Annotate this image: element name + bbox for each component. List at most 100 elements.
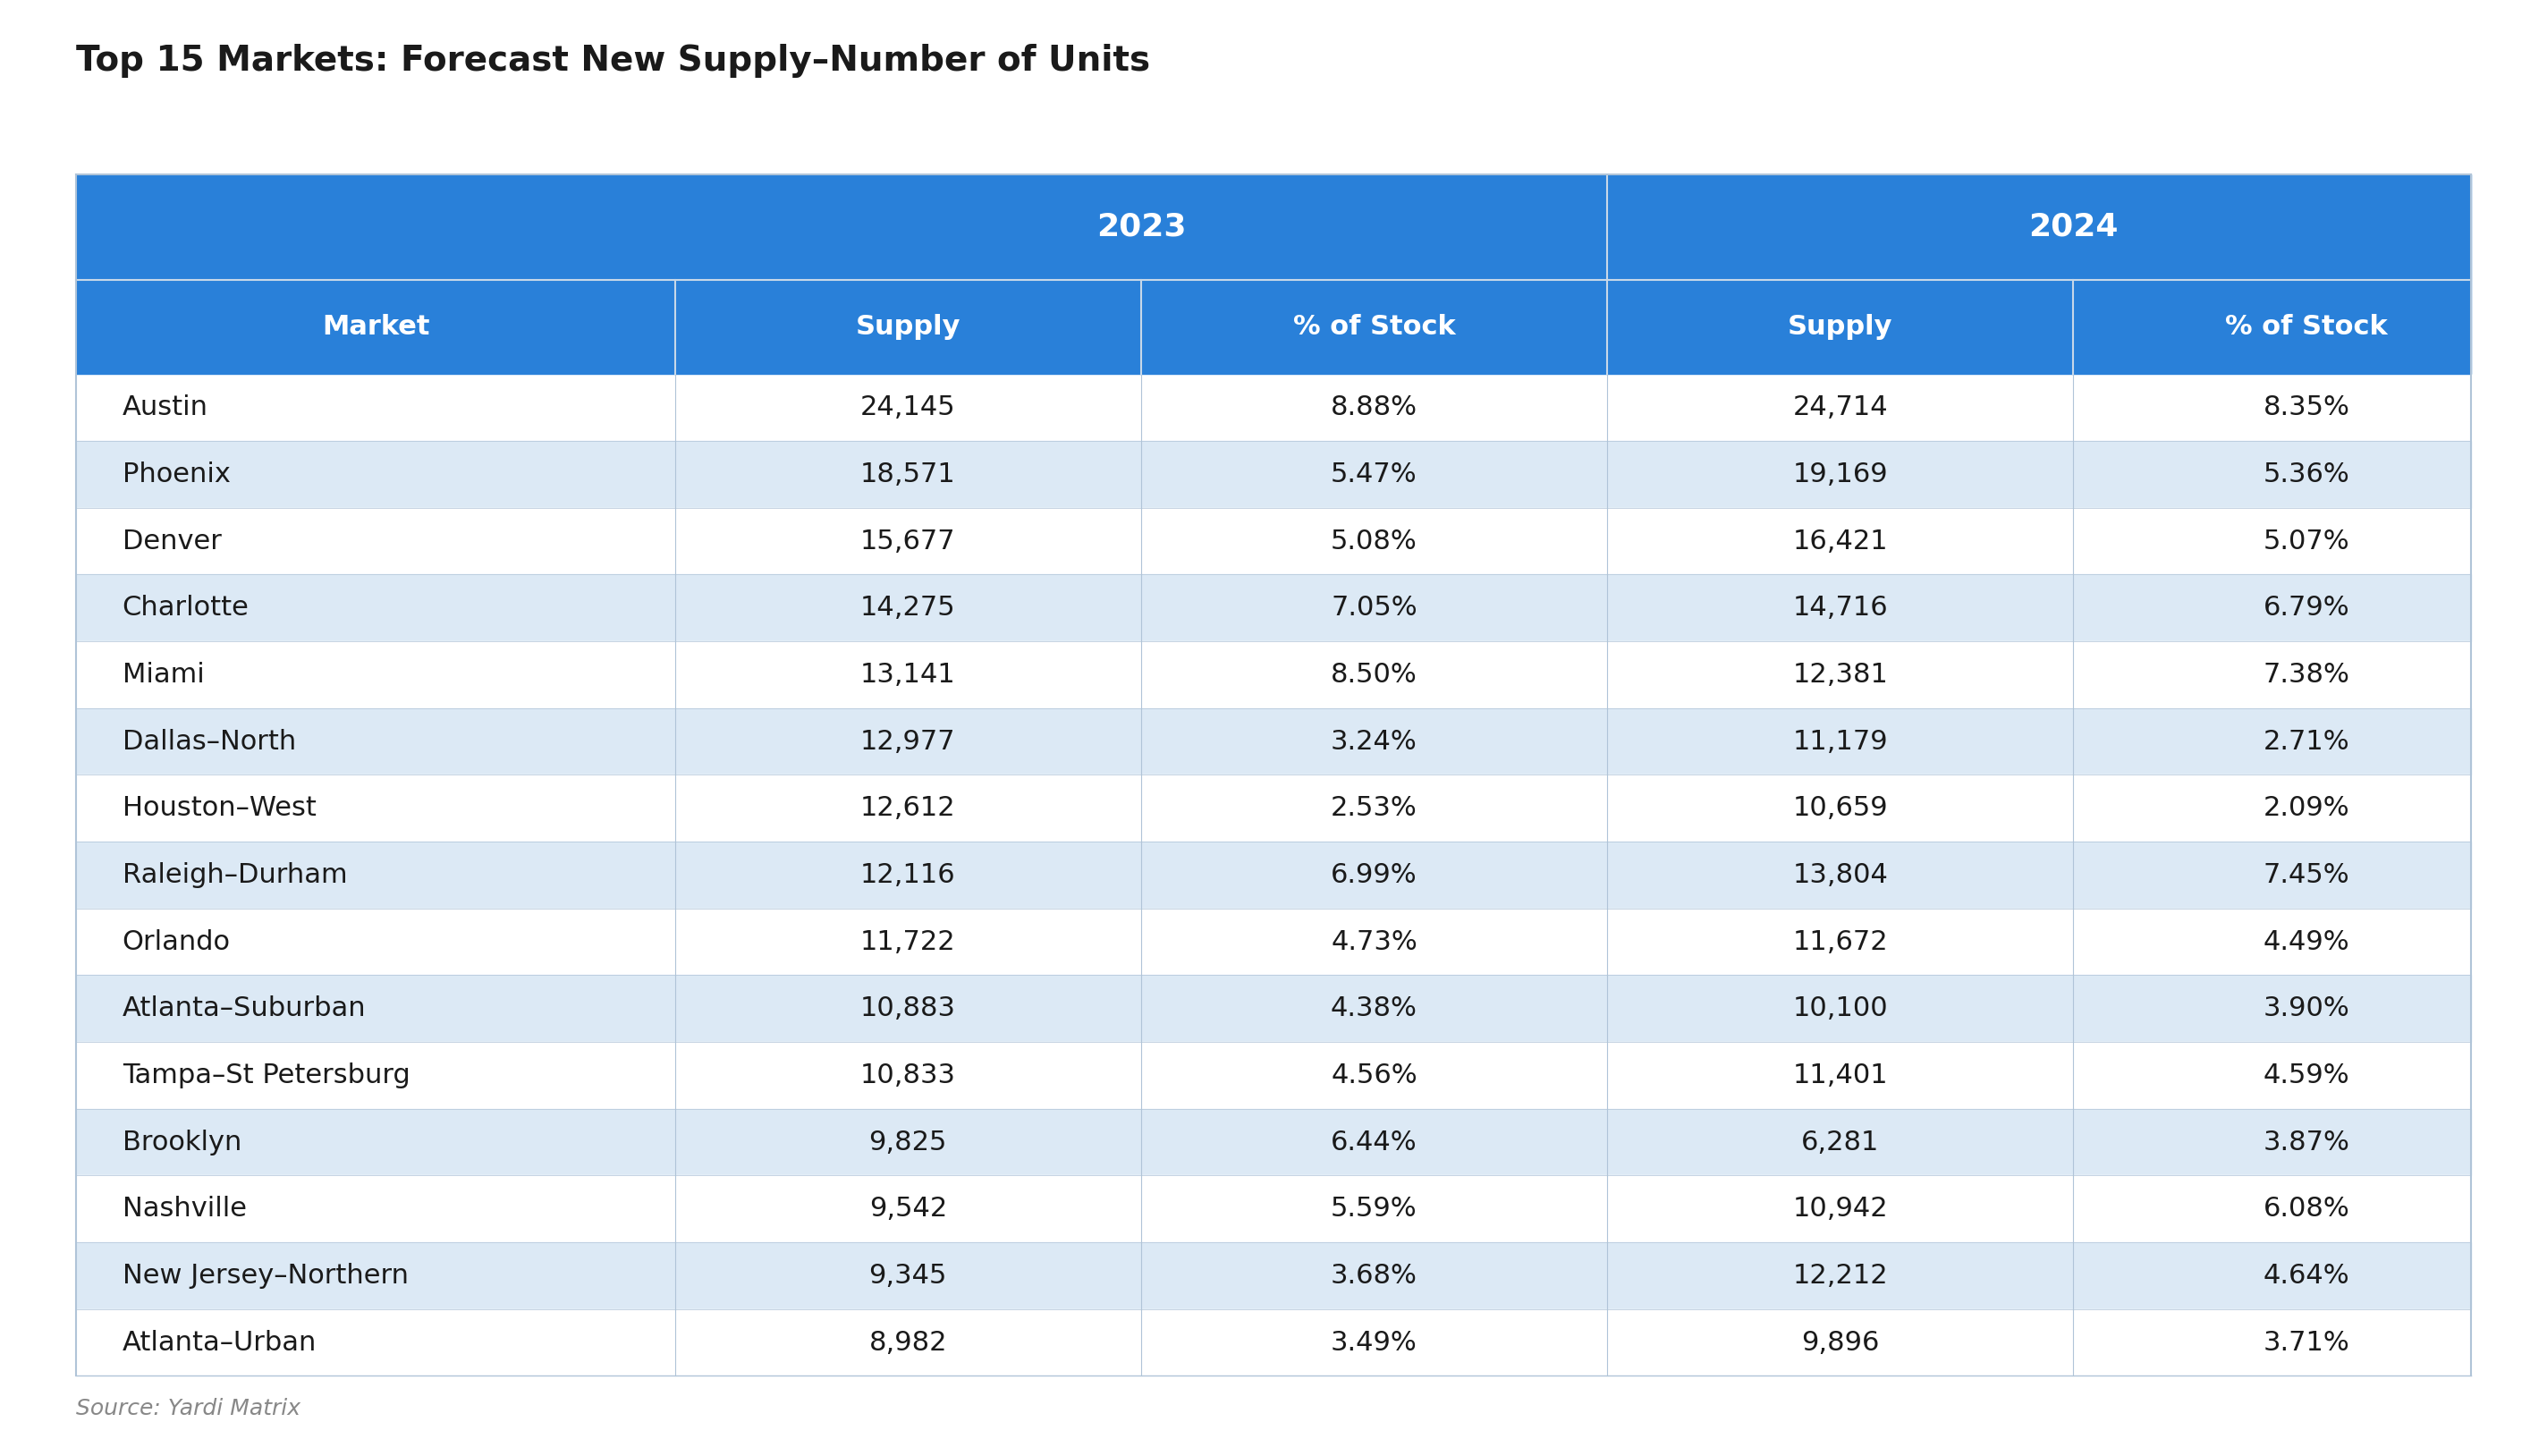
Text: Charlotte: Charlotte xyxy=(122,596,250,620)
Bar xyxy=(76,508,2471,575)
Text: 24,145: 24,145 xyxy=(861,395,955,421)
Text: 4.73%: 4.73% xyxy=(1332,929,1416,955)
Bar xyxy=(76,374,2471,441)
Text: 2.71%: 2.71% xyxy=(2264,728,2348,754)
Bar xyxy=(76,1309,2471,1376)
Bar xyxy=(76,1109,2471,1175)
Text: 3.68%: 3.68% xyxy=(1330,1262,1419,1289)
Text: 3.49%: 3.49% xyxy=(1332,1329,1416,1356)
Text: 3.24%: 3.24% xyxy=(1332,728,1416,754)
Text: 3.71%: 3.71% xyxy=(2264,1329,2348,1356)
Text: 10,659: 10,659 xyxy=(1793,795,1887,821)
Text: 4.38%: 4.38% xyxy=(1330,996,1419,1022)
Text: 9,542: 9,542 xyxy=(869,1195,947,1222)
Text: 8.50%: 8.50% xyxy=(1332,661,1416,687)
Text: 7.45%: 7.45% xyxy=(2264,862,2348,888)
Text: 9,896: 9,896 xyxy=(1801,1329,1880,1356)
Text: Market: Market xyxy=(321,314,430,339)
Text: Tampa–St Petersburg: Tampa–St Petersburg xyxy=(122,1063,410,1089)
Bar xyxy=(76,1242,2471,1309)
Text: 5.47%: 5.47% xyxy=(1332,462,1416,488)
Text: 5.08%: 5.08% xyxy=(1332,529,1416,555)
Text: 5.07%: 5.07% xyxy=(2264,529,2348,555)
Text: 12,381: 12,381 xyxy=(1793,661,1887,687)
Text: 6.08%: 6.08% xyxy=(2264,1195,2348,1222)
Text: 11,401: 11,401 xyxy=(1793,1063,1887,1089)
Text: 10,942: 10,942 xyxy=(1793,1195,1887,1222)
Text: 4.59%: 4.59% xyxy=(2264,1063,2348,1089)
Text: 6,281: 6,281 xyxy=(1801,1130,1880,1155)
Bar xyxy=(76,441,2471,508)
Text: 6.99%: 6.99% xyxy=(1332,862,1416,888)
Text: 13,141: 13,141 xyxy=(861,661,955,687)
Text: 8,982: 8,982 xyxy=(869,1329,947,1356)
Text: 4.64%: 4.64% xyxy=(2264,1262,2348,1289)
Text: Dallas–North: Dallas–North xyxy=(122,728,295,754)
Text: 19,169: 19,169 xyxy=(1793,462,1887,488)
Text: 3.90%: 3.90% xyxy=(2264,996,2348,1022)
Text: 24,714: 24,714 xyxy=(1793,395,1887,421)
Text: 15,677: 15,677 xyxy=(861,529,955,555)
Text: 5.36%: 5.36% xyxy=(2264,462,2348,488)
Text: Houston–West: Houston–West xyxy=(122,795,316,821)
Text: 2.09%: 2.09% xyxy=(2264,795,2348,821)
Text: Phoenix: Phoenix xyxy=(122,462,229,488)
Text: Supply: Supply xyxy=(1788,314,1892,339)
Text: 12,116: 12,116 xyxy=(861,862,955,888)
Text: Nashville: Nashville xyxy=(122,1195,247,1222)
Text: 2023: 2023 xyxy=(1095,213,1187,242)
Text: 2.53%: 2.53% xyxy=(1332,795,1416,821)
Text: 6.44%: 6.44% xyxy=(1332,1130,1416,1155)
Text: 7.05%: 7.05% xyxy=(1332,596,1416,620)
Text: % of Stock: % of Stock xyxy=(1294,314,1454,339)
Text: 8.35%: 8.35% xyxy=(2262,395,2351,421)
Text: 3.87%: 3.87% xyxy=(2262,1130,2351,1155)
Text: 13,804: 13,804 xyxy=(1793,862,1887,888)
Bar xyxy=(76,575,2471,641)
Text: Raleigh–Durham: Raleigh–Durham xyxy=(122,862,346,888)
Text: 11,722: 11,722 xyxy=(861,929,955,955)
Text: 12,212: 12,212 xyxy=(1793,1262,1887,1289)
Text: % of Stock: % of Stock xyxy=(2226,314,2387,339)
Text: 10,833: 10,833 xyxy=(861,1063,955,1089)
Text: 4.49%: 4.49% xyxy=(2264,929,2348,955)
Bar xyxy=(76,175,2471,374)
Text: 9,825: 9,825 xyxy=(869,1130,947,1155)
Text: Austin: Austin xyxy=(122,395,209,421)
Text: 14,716: 14,716 xyxy=(1793,596,1887,620)
Text: 9,345: 9,345 xyxy=(869,1262,947,1289)
Text: Miami: Miami xyxy=(122,661,204,687)
Text: 11,672: 11,672 xyxy=(1793,929,1887,955)
Bar xyxy=(76,641,2471,708)
Text: Supply: Supply xyxy=(856,314,960,339)
Text: Denver: Denver xyxy=(122,529,222,555)
Text: 5.59%: 5.59% xyxy=(1332,1195,1416,1222)
Text: 10,100: 10,100 xyxy=(1793,996,1887,1022)
Text: Atlanta–Urban: Atlanta–Urban xyxy=(122,1329,316,1356)
Text: 7.38%: 7.38% xyxy=(2262,661,2351,687)
Bar xyxy=(76,909,2471,976)
Bar xyxy=(76,976,2471,1042)
Text: 4.56%: 4.56% xyxy=(1332,1063,1416,1089)
Text: 10,883: 10,883 xyxy=(861,996,955,1022)
Text: 16,421: 16,421 xyxy=(1793,529,1887,555)
Text: 18,571: 18,571 xyxy=(861,462,955,488)
Text: Atlanta–Suburban: Atlanta–Suburban xyxy=(122,996,367,1022)
Text: Orlando: Orlando xyxy=(122,929,229,955)
Text: New Jersey–Northern: New Jersey–Northern xyxy=(122,1262,408,1289)
Bar xyxy=(76,1042,2471,1109)
Bar xyxy=(76,775,2471,842)
Text: 2024: 2024 xyxy=(2027,213,2119,242)
Text: 6.79%: 6.79% xyxy=(2264,596,2348,620)
Text: 12,977: 12,977 xyxy=(861,728,955,754)
Bar xyxy=(76,1175,2471,1242)
Text: 14,275: 14,275 xyxy=(861,596,955,620)
Text: 8.88%: 8.88% xyxy=(1330,395,1419,421)
Bar xyxy=(76,842,2471,909)
Text: 12,612: 12,612 xyxy=(861,795,955,821)
Text: Source: Yardi Matrix: Source: Yardi Matrix xyxy=(76,1398,301,1420)
Bar xyxy=(76,708,2471,775)
Text: Brooklyn: Brooklyn xyxy=(122,1130,242,1155)
Text: Top 15 Markets: Forecast New Supply–Number of Units: Top 15 Markets: Forecast New Supply–Numb… xyxy=(76,44,1151,77)
Text: 11,179: 11,179 xyxy=(1793,728,1887,754)
